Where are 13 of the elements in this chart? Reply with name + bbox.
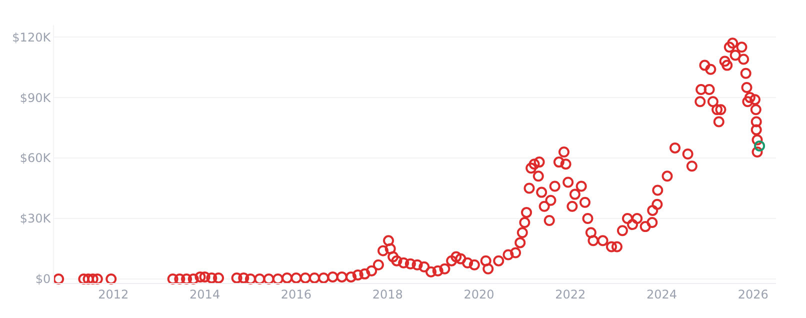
x-tick-label: 2014 bbox=[190, 287, 220, 302]
y-tick-label: $120K bbox=[12, 30, 52, 44]
y-tick-label: $90K bbox=[20, 90, 52, 105]
y-tick-label: $0 bbox=[35, 272, 51, 286]
y-tick-label: $30K bbox=[20, 212, 52, 226]
x-tick-label: 2026 bbox=[738, 287, 768, 302]
x-tick-label: 2024 bbox=[646, 287, 678, 302]
x-tick-label: 2022 bbox=[555, 287, 586, 302]
x-tick-label: 2012 bbox=[98, 287, 129, 302]
y-tick-label: $60K bbox=[20, 151, 52, 166]
x-tick-label: 2016 bbox=[280, 287, 312, 302]
x-tick-label: 2020 bbox=[464, 287, 494, 302]
x-tick-label: 2018 bbox=[372, 287, 403, 302]
